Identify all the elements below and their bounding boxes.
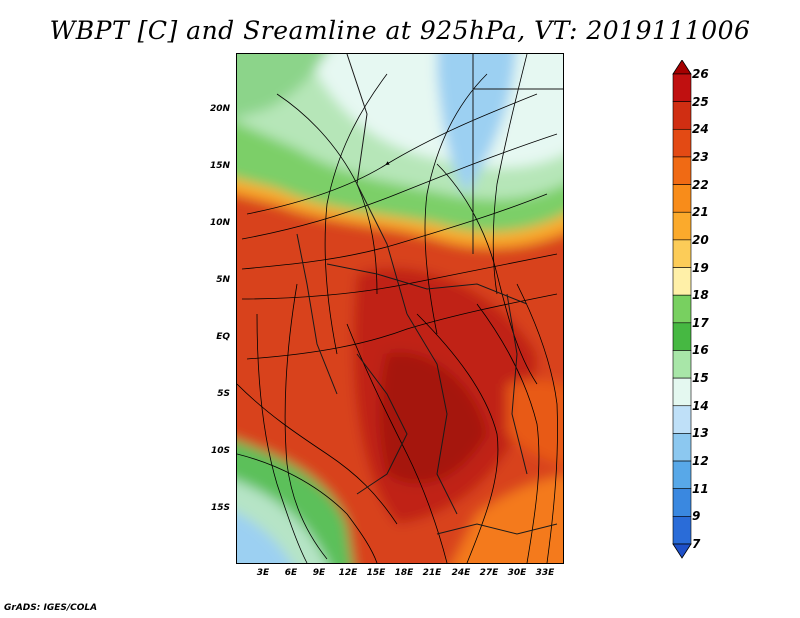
lon-label-3e: 3E <box>256 568 270 578</box>
colorbar-segment <box>672 460 692 490</box>
colorbar-min-arrow <box>672 543 692 559</box>
colorbar-label: 18 <box>692 288 709 303</box>
colorbar-segment <box>672 294 692 324</box>
lat-label-20n: 20N <box>209 104 230 114</box>
colorbar-label: 17 <box>692 315 709 330</box>
colorbar-segment <box>672 377 692 407</box>
lon-label-21e: 21E <box>422 568 442 578</box>
colorbar-max-arrow <box>672 60 692 75</box>
lon-label-12e: 12E <box>338 568 358 578</box>
page-title: WBPT [C] and Sreamline at 925hPa, VT: 20… <box>49 16 751 45</box>
colorbar-label: 14 <box>692 398 709 413</box>
lat-label-10n: 10N <box>209 218 230 228</box>
colorbar-label: 15 <box>692 371 709 386</box>
footer-credit: GrADS: IGES/COLA <box>4 603 98 613</box>
colorbar-segment <box>672 128 692 158</box>
lat-label-15n: 15N <box>209 161 230 171</box>
colorbar-label: 23 <box>692 149 709 164</box>
lon-label-6e: 6E <box>284 568 298 578</box>
colorbar-label: 16 <box>692 343 709 358</box>
colorbar-segment <box>672 488 692 517</box>
colorbar-segment <box>672 350 692 379</box>
temperature-shading <box>237 54 563 563</box>
lon-label-24e: 24E <box>451 568 471 578</box>
colorbar-segment <box>672 239 692 268</box>
lat-label-eq: EQ <box>216 332 230 342</box>
colorbar-label: 9 <box>692 509 701 524</box>
colorbar-label: 12 <box>692 454 709 469</box>
lat-label-15s: 15S <box>210 503 230 513</box>
lat-label-10s: 10S <box>210 446 230 456</box>
country-borders <box>296 54 563 535</box>
colorbar-segment <box>672 433 692 462</box>
colorbar-segment <box>672 101 692 130</box>
lat-label-5s: 5S <box>217 389 230 399</box>
map-panel[interactable] <box>236 53 564 564</box>
colorbar-segment <box>672 184 692 213</box>
colorbar-segment <box>672 156 692 185</box>
colorbar-segment <box>672 322 692 351</box>
lon-label-15e: 15E <box>366 568 386 578</box>
streamlines <box>237 54 558 563</box>
lon-label-27e: 27E <box>479 568 499 578</box>
lon-label-30e: 30E <box>507 568 527 578</box>
colorbar-label: 11 <box>692 481 709 496</box>
colorbar-label: 22 <box>692 177 709 192</box>
colorbar-label: 13 <box>692 426 709 441</box>
colorbar-label: 19 <box>692 260 709 275</box>
lat-label-5n: 5N <box>216 275 230 285</box>
colorbar-segment <box>672 211 692 241</box>
lon-label-9e: 9E <box>312 568 326 578</box>
colorbar-segment <box>672 267 692 296</box>
colorbar-label: 25 <box>692 94 709 109</box>
wbpt-field-map <box>237 54 563 563</box>
colorbar-label: 7 <box>692 537 701 551</box>
colorbar <box>672 60 692 559</box>
colorbar-label: 20 <box>692 232 709 247</box>
lon-label-18e: 18E <box>394 568 414 578</box>
colorbar-segment <box>672 73 692 102</box>
colorbar-label: 26 <box>692 67 709 81</box>
lon-label-33e: 33E <box>535 568 555 578</box>
colorbar-label: 24 <box>692 122 709 137</box>
colorbar-segment <box>672 405 692 434</box>
colorbar-label: 21 <box>692 205 709 220</box>
colorbar-segment <box>672 516 692 545</box>
